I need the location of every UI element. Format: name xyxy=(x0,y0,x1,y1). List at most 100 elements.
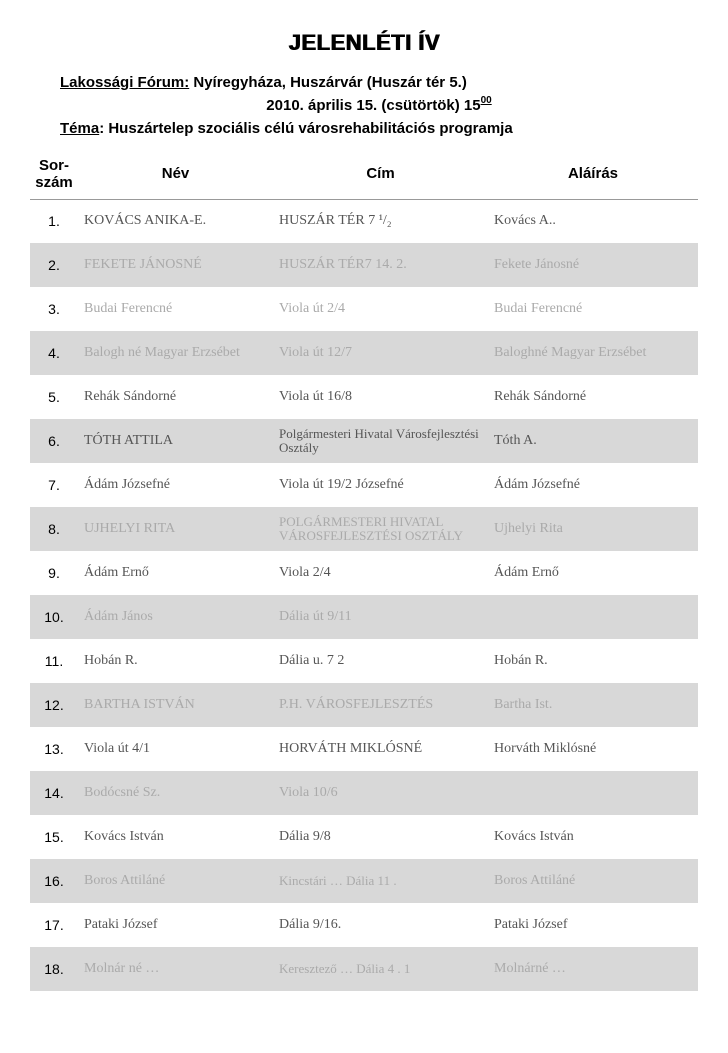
table-row: 16.Boros AttilánéKincstári … Dália 11 .B… xyxy=(30,859,698,903)
row-name: UJHELYI RITA xyxy=(78,507,273,551)
row-signature xyxy=(488,771,698,815)
meta-block: Lakossági Fórum: Nyíregyháza, Huszárvár … xyxy=(60,74,698,137)
row-number: 5. xyxy=(30,375,78,419)
table-row: 9.Ádám ErnőViola 2/4Ádám Ernő xyxy=(30,551,698,595)
row-number: 16. xyxy=(30,859,78,903)
row-signature: Ádám Józsefné xyxy=(488,463,698,507)
row-number: 6. xyxy=(30,419,78,463)
row-number: 3. xyxy=(30,287,78,331)
table-row: 14.Bodócsné Sz.Viola 10/6 xyxy=(30,771,698,815)
table-row: 15.Kovács IstvánDália 9/8Kovács István xyxy=(30,815,698,859)
row-address: Dália 9/8 xyxy=(273,815,488,859)
hdr-nev: Név xyxy=(78,149,273,199)
table-row: 5.Rehák SándornéViola út 16/8Rehák Sándo… xyxy=(30,375,698,419)
row-signature: Boros Attiláné xyxy=(488,859,698,903)
row-number: 11. xyxy=(30,639,78,683)
row-number: 17. xyxy=(30,903,78,947)
row-address: Viola út 16/8 xyxy=(273,375,488,419)
row-address: Dália u. 7 2 xyxy=(273,639,488,683)
row-address: Viola út 19/2 Józsefné xyxy=(273,463,488,507)
table-row: 17.Pataki JózsefDália 9/16.Pataki József xyxy=(30,903,698,947)
row-address: Polgármesteri Hivatal Városfejlesztési O… xyxy=(273,419,488,463)
table-header-row: Sor-szám Név Cím Aláírás xyxy=(30,149,698,199)
row-signature: Hobán R. xyxy=(488,639,698,683)
table-row: 10.Ádám JánosDália út 9/11 xyxy=(30,595,698,639)
row-number: 13. xyxy=(30,727,78,771)
row-address: Viola út 2/4 xyxy=(273,287,488,331)
row-signature: Budai Ferencné xyxy=(488,287,698,331)
forum-label: Lakossági Fórum: xyxy=(60,74,189,91)
tema-line: Téma: Huszártelep szociális célú városre… xyxy=(60,120,698,137)
row-address: Kincstári … Dália 11 . xyxy=(273,859,488,903)
row-name: Ádám János xyxy=(78,595,273,639)
row-address: POLGÁRMESTERI HIVATAL VÁROSFEJLESZTÉSI O… xyxy=(273,507,488,551)
table-row: 7.Ádám JózsefnéViola út 19/2 JózsefnéÁdá… xyxy=(30,463,698,507)
row-name: Viola út 4/1 xyxy=(78,727,273,771)
hdr-cim: Cím xyxy=(273,149,488,199)
attendance-table: Sor-szám Név Cím Aláírás 1.KOVÁCS ANIKA-… xyxy=(30,149,698,991)
row-name: Ádám Józsefné xyxy=(78,463,273,507)
row-name: Budai Ferencné xyxy=(78,287,273,331)
row-signature: Ádám Ernő xyxy=(488,551,698,595)
row-address: Dália 9/16. xyxy=(273,903,488,947)
row-number: 14. xyxy=(30,771,78,815)
tema-label: Téma xyxy=(60,120,99,137)
tema-value: : Huszártelep szociális célú városrehabi… xyxy=(99,120,513,137)
row-name: KOVÁCS ANIKA-E. xyxy=(78,199,273,243)
row-number: 7. xyxy=(30,463,78,507)
row-number: 10. xyxy=(30,595,78,639)
table-row: 11.Hobán R.Dália u. 7 2Hobán R. xyxy=(30,639,698,683)
row-signature xyxy=(488,595,698,639)
table-row: 6.TÓTH ATTILAPolgármesteri Hivatal Város… xyxy=(30,419,698,463)
row-number: 15. xyxy=(30,815,78,859)
row-signature: Fekete Jánosné xyxy=(488,243,698,287)
row-name: Boros Attiláné xyxy=(78,859,273,903)
row-address: Viola út 12/7 xyxy=(273,331,488,375)
row-name: Pataki József xyxy=(78,903,273,947)
row-address: Viola 2/4 xyxy=(273,551,488,595)
table-row: 18.Molnár né …Keresztező … Dália 4 . 1Mo… xyxy=(30,947,698,991)
table-row: 12.BARTHA ISTVÁNP.H. VÁROSFEJLESZTÉSBart… xyxy=(30,683,698,727)
table-row: 8.UJHELYI RITAPOLGÁRMESTERI HIVATAL VÁRO… xyxy=(30,507,698,551)
row-signature: Kovács István xyxy=(488,815,698,859)
table-row: 13.Viola út 4/1HORVÁTH MIKLÓSNÉHorváth M… xyxy=(30,727,698,771)
row-name: Bodócsné Sz. xyxy=(78,771,273,815)
row-name: Ádám Ernő xyxy=(78,551,273,595)
row-signature: Kovács A.. xyxy=(488,199,698,243)
forum-value: Nyíregyháza, Huszárvár (Huszár tér 5.) xyxy=(193,74,466,91)
row-address: Viola 10/6 xyxy=(273,771,488,815)
time-sup: 00 xyxy=(481,95,492,106)
row-signature: Molnárné … xyxy=(488,947,698,991)
row-name: Balogh né Magyar Erzsébet xyxy=(78,331,273,375)
row-address: HORVÁTH MIKLÓSNÉ xyxy=(273,727,488,771)
row-name: Kovács István xyxy=(78,815,273,859)
date-value: 2010. április 15. (csütörtök) 15 xyxy=(266,97,480,114)
row-name: TÓTH ATTILA xyxy=(78,419,273,463)
row-number: 9. xyxy=(30,551,78,595)
row-number: 4. xyxy=(30,331,78,375)
row-number: 18. xyxy=(30,947,78,991)
row-signature: Tóth A. xyxy=(488,419,698,463)
row-name: Hobán R. xyxy=(78,639,273,683)
forum-line: Lakossági Fórum: Nyíregyháza, Huszárvár … xyxy=(60,74,698,91)
row-number: 12. xyxy=(30,683,78,727)
row-signature: Baloghné Magyar Erzsébet xyxy=(488,331,698,375)
row-address: P.H. VÁROSFEJLESZTÉS xyxy=(273,683,488,727)
row-signature: Horváth Miklósné xyxy=(488,727,698,771)
row-address: Keresztező … Dália 4 . 1 xyxy=(273,947,488,991)
page-title: JELENLÉTI ÍV xyxy=(30,30,698,56)
row-signature: Rehák Sándorné xyxy=(488,375,698,419)
row-signature: Ujhelyi Rita xyxy=(488,507,698,551)
hdr-alairas: Aláírás xyxy=(488,149,698,199)
table-row: 2.FEKETE JÁNOSNÉHUSZÁR TÉR7 14. 2.Fekete… xyxy=(30,243,698,287)
row-address: HUSZÁR TÉR 7 ¹/₂ xyxy=(273,199,488,243)
row-name: Rehák Sándorné xyxy=(78,375,273,419)
date-line: 2010. április 15. (csütörtök) 1500 xyxy=(60,97,698,114)
table-row: 3.Budai FerencnéViola út 2/4Budai Ferenc… xyxy=(30,287,698,331)
table-row: 1.KOVÁCS ANIKA-E.HUSZÁR TÉR 7 ¹/₂Kovács … xyxy=(30,199,698,243)
row-name: BARTHA ISTVÁN xyxy=(78,683,273,727)
hdr-sor: Sor-szám xyxy=(30,149,78,199)
row-number: 8. xyxy=(30,507,78,551)
row-number: 1. xyxy=(30,199,78,243)
row-address: Dália út 9/11 xyxy=(273,595,488,639)
